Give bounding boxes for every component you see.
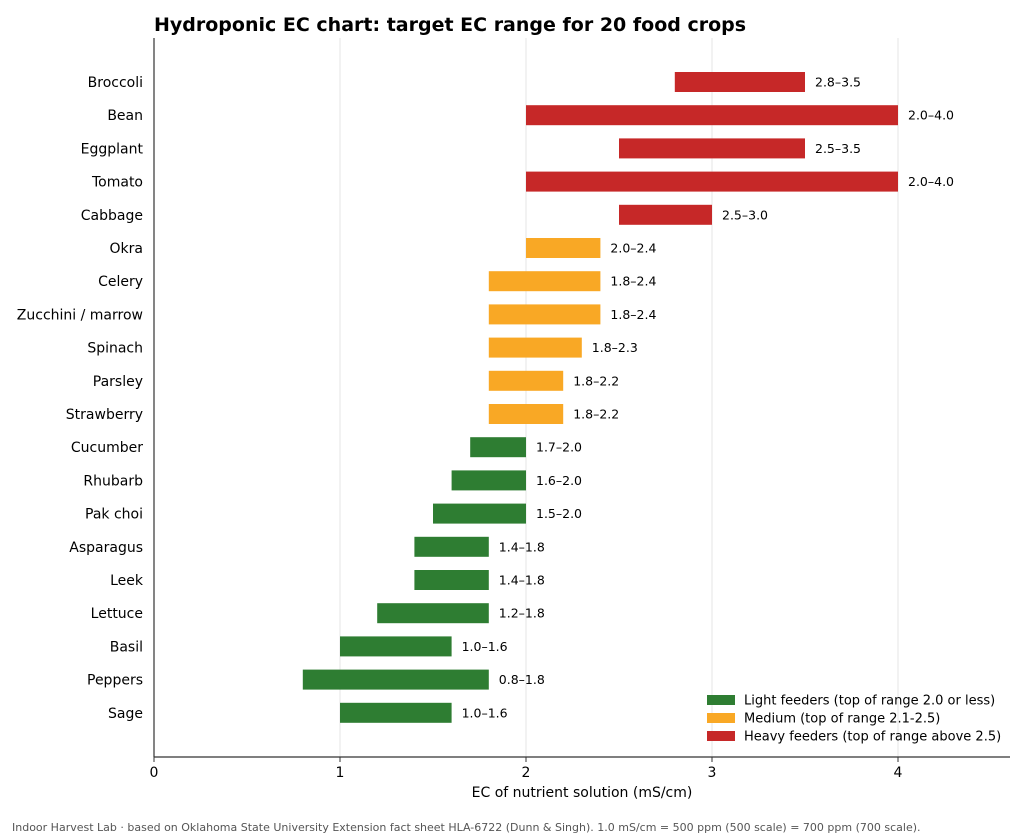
range-bar bbox=[340, 636, 452, 657]
range-bar bbox=[414, 570, 489, 590]
range-bar bbox=[619, 204, 712, 225]
data-label: 2.0–2.4 bbox=[610, 241, 656, 256]
data-label: 1.4–1.8 bbox=[499, 573, 545, 588]
range-bar bbox=[414, 536, 489, 557]
category-label: Parsley bbox=[93, 374, 143, 390]
range-bar bbox=[526, 105, 898, 126]
range-bar bbox=[302, 669, 489, 690]
category-label: Peppers bbox=[87, 673, 143, 689]
category-label: Spinach bbox=[87, 341, 143, 357]
data-labels: 2.8–3.5 2.0–4.0 2.5–3.5 2.0–4.0 2.5–3.0 2.0–2… bbox=[462, 75, 954, 721]
category-label: Okra bbox=[110, 241, 143, 257]
range-bar bbox=[526, 171, 898, 192]
x-axis-label: EC of nutrient solution (mS/cm) bbox=[472, 785, 693, 801]
axes bbox=[153, 38, 1010, 758]
legend-swatch bbox=[707, 695, 735, 705]
category-label: Bean bbox=[107, 108, 143, 124]
data-label: 1.0–1.6 bbox=[462, 705, 508, 720]
data-label: 1.6–2.0 bbox=[536, 473, 582, 488]
data-label: 1.4–1.8 bbox=[499, 539, 545, 554]
category-label: Cabbage bbox=[81, 208, 143, 224]
range-bar bbox=[488, 337, 582, 358]
data-label: 1.8–2.2 bbox=[573, 373, 619, 388]
x-tick-label: 4 bbox=[894, 765, 903, 781]
category-label: Pak choi bbox=[85, 507, 143, 523]
range-bar bbox=[488, 271, 601, 292]
category-label: Broccoli bbox=[88, 75, 143, 91]
range-bar bbox=[433, 503, 526, 524]
data-label: 2.8–3.5 bbox=[815, 75, 861, 90]
data-label: 1.8–2.4 bbox=[610, 274, 656, 289]
data-label: 2.0–4.0 bbox=[908, 174, 954, 189]
legend-swatch bbox=[707, 731, 735, 741]
data-label: 2.5–3.0 bbox=[722, 207, 768, 222]
x-tick-label: 1 bbox=[336, 765, 345, 781]
category-label: Cucumber bbox=[71, 440, 143, 456]
legend: Light feeders (top of range 2.0 or less)… bbox=[707, 694, 1001, 745]
x-tick-label: 2 bbox=[522, 765, 531, 781]
legend-entry: Light feeders (top of range 2.0 or less) bbox=[744, 694, 995, 709]
data-label: 1.8–2.2 bbox=[573, 407, 619, 422]
data-label: 1.5–2.0 bbox=[536, 506, 582, 521]
data-label: 2.0–4.0 bbox=[908, 108, 954, 123]
category-label: Rhubarb bbox=[83, 473, 143, 489]
data-label: 1.7–2.0 bbox=[536, 440, 582, 455]
category-label: Asparagus bbox=[69, 540, 143, 556]
data-label: 1.8–2.3 bbox=[592, 340, 638, 355]
data-label: 1.0–1.6 bbox=[462, 639, 508, 654]
bar-group bbox=[302, 72, 898, 723]
category-label: Leek bbox=[110, 573, 144, 589]
category-label: Tomato bbox=[91, 175, 143, 191]
range-bar bbox=[451, 470, 526, 491]
data-label: 0.8–1.8 bbox=[499, 672, 545, 687]
x-tick-label: 3 bbox=[708, 765, 717, 781]
category-label: Celery bbox=[98, 274, 143, 290]
range-bar bbox=[488, 370, 564, 391]
category-label: Zucchini / marrow bbox=[17, 307, 143, 323]
x-axis-ticks: 0 1 2 3 4 bbox=[150, 757, 903, 781]
range-bar bbox=[488, 304, 601, 325]
range-bar bbox=[488, 404, 564, 424]
range-bar bbox=[674, 72, 805, 92]
category-label: Basil bbox=[110, 639, 143, 655]
data-label: 1.2–1.8 bbox=[499, 606, 545, 621]
category-label: Lettuce bbox=[91, 606, 143, 622]
chart-title: Hydroponic EC chart: target EC range for… bbox=[154, 14, 746, 36]
range-bar bbox=[340, 702, 452, 723]
legend-swatch bbox=[707, 713, 735, 723]
category-label: Eggplant bbox=[81, 141, 144, 157]
y-axis-labels: Broccoli Bean Eggplant Tomato Cabbage Okra Cel… bbox=[17, 75, 144, 722]
range-bar bbox=[526, 238, 601, 258]
legend-entry: Medium (top of range 2.1-2.5) bbox=[744, 712, 940, 727]
x-tick-label: 0 bbox=[150, 765, 159, 781]
legend-entry: Heavy feeders (top of range above 2.5) bbox=[744, 730, 1001, 745]
category-label: Sage bbox=[108, 706, 143, 722]
data-label: 1.8–2.4 bbox=[610, 307, 656, 322]
data-label: 2.5–3.5 bbox=[815, 141, 861, 156]
range-bar bbox=[619, 138, 805, 159]
range-bar bbox=[377, 603, 489, 624]
category-label: Strawberry bbox=[66, 407, 143, 423]
footnote: Indoor Harvest Lab · based on Oklahoma S… bbox=[12, 821, 921, 834]
range-bar bbox=[470, 437, 526, 458]
